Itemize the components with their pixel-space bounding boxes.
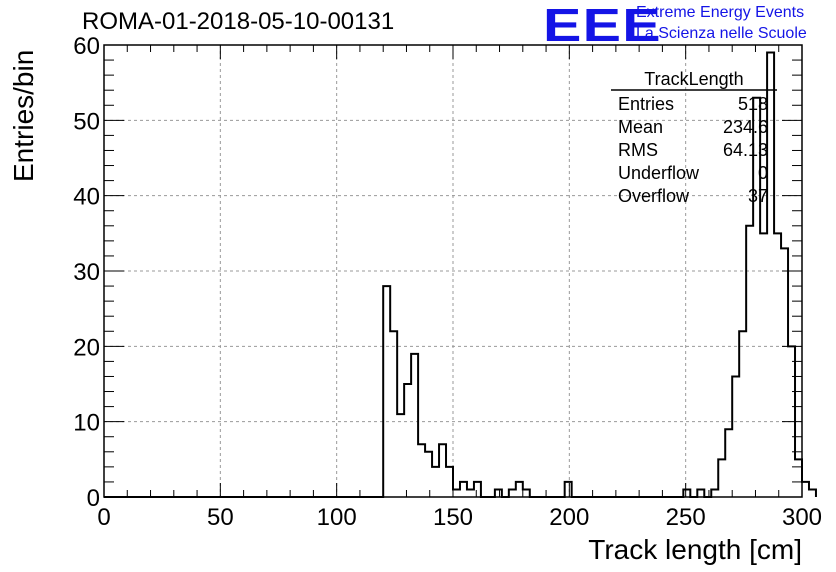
stats-box-title: TrackLength bbox=[644, 69, 743, 89]
y-tick-label: 30 bbox=[73, 259, 100, 286]
histogram-bin bbox=[383, 286, 390, 497]
stats-box: TrackLength Entries 518 Mean 234.6 RMS 64.13 Un… bbox=[611, 69, 777, 206]
histogram-bin bbox=[795, 459, 802, 497]
histogram-bin bbox=[760, 233, 767, 497]
stats-value-overflow: 37 bbox=[748, 186, 768, 206]
histogram-bin bbox=[509, 489, 516, 497]
histogram-bin bbox=[523, 489, 530, 497]
histogram-bin bbox=[397, 414, 404, 497]
y-tick-label: 50 bbox=[73, 108, 100, 135]
x-tick-label: 300 bbox=[782, 504, 822, 531]
histogram-bin bbox=[474, 482, 481, 497]
x-tick-label: 200 bbox=[549, 504, 589, 531]
histogram-bin bbox=[739, 331, 746, 497]
histogram-bin bbox=[467, 489, 474, 497]
y-tick-label: 60 bbox=[73, 33, 100, 60]
histogram-bin bbox=[411, 354, 418, 497]
y-axis-label: Entries/bin bbox=[8, 49, 39, 182]
histogram-bin bbox=[781, 248, 788, 497]
histogram-bin bbox=[565, 482, 572, 497]
stats-label-mean: Mean bbox=[618, 117, 663, 137]
chart-title: ROMA-01-2018-05-10-00131 bbox=[82, 8, 395, 35]
y-tick-label: 40 bbox=[73, 184, 100, 211]
histogram-bin bbox=[516, 482, 523, 497]
logo-line-2: La Scienza nelle Scuole bbox=[636, 25, 807, 42]
y-tick-label: 0 bbox=[87, 485, 100, 512]
histogram-bin bbox=[711, 489, 718, 497]
histogram-bin bbox=[697, 489, 704, 497]
histogram-bin bbox=[432, 467, 439, 497]
histogram-bars bbox=[104, 51, 817, 498]
logo-line-1: Extreme Energy Events bbox=[636, 4, 805, 21]
grid-lines bbox=[104, 45, 802, 497]
histogram-bin bbox=[774, 233, 781, 497]
x-axis-label: Track length [cm] bbox=[588, 534, 802, 565]
histogram-bin bbox=[725, 429, 732, 497]
x-tick-label: 0 bbox=[97, 504, 110, 531]
histogram-bin bbox=[439, 444, 446, 497]
stats-label-entries: Entries bbox=[618, 94, 674, 114]
stats-label-rms: RMS bbox=[618, 140, 658, 160]
histogram-bin bbox=[718, 459, 725, 497]
histogram-bin bbox=[460, 482, 467, 497]
y-tick-label: 10 bbox=[73, 410, 100, 437]
x-tick-label: 150 bbox=[433, 504, 473, 531]
histogram-bin bbox=[809, 489, 816, 497]
axis-ticks bbox=[103, 44, 803, 498]
y-tick-label: 20 bbox=[73, 334, 100, 361]
histogram-bin bbox=[418, 444, 425, 497]
eee-logo: EEE bbox=[543, 0, 662, 51]
tick-labels: 0 50 100 150 200 250 300 0 10 20 30 40 50 60 bbox=[73, 33, 822, 531]
histogram-outline bbox=[104, 51, 817, 498]
stats-value-entries: 518 bbox=[738, 94, 768, 114]
histogram-bin bbox=[446, 467, 453, 497]
histogram-bin bbox=[495, 489, 502, 497]
stats-value-mean: 234.6 bbox=[723, 117, 768, 137]
stats-label-underflow: Underflow bbox=[618, 163, 700, 183]
histogram-bin bbox=[404, 384, 411, 497]
histogram-bin bbox=[746, 226, 753, 497]
stats-value-rms: 64.13 bbox=[723, 140, 768, 160]
histogram-bin bbox=[767, 53, 774, 497]
stats-label-overflow: Overflow bbox=[618, 186, 690, 206]
histogram-bin bbox=[732, 376, 739, 497]
histogram-bin bbox=[453, 489, 460, 497]
x-tick-label: 50 bbox=[207, 504, 234, 531]
histogram-bin bbox=[683, 489, 690, 497]
x-tick-label: 100 bbox=[317, 504, 357, 531]
histogram-bin bbox=[425, 452, 432, 497]
stats-value-underflow: 0 bbox=[758, 163, 768, 183]
histogram-bin bbox=[390, 331, 397, 497]
histogram-bin bbox=[802, 482, 809, 497]
x-tick-label: 250 bbox=[666, 504, 706, 531]
